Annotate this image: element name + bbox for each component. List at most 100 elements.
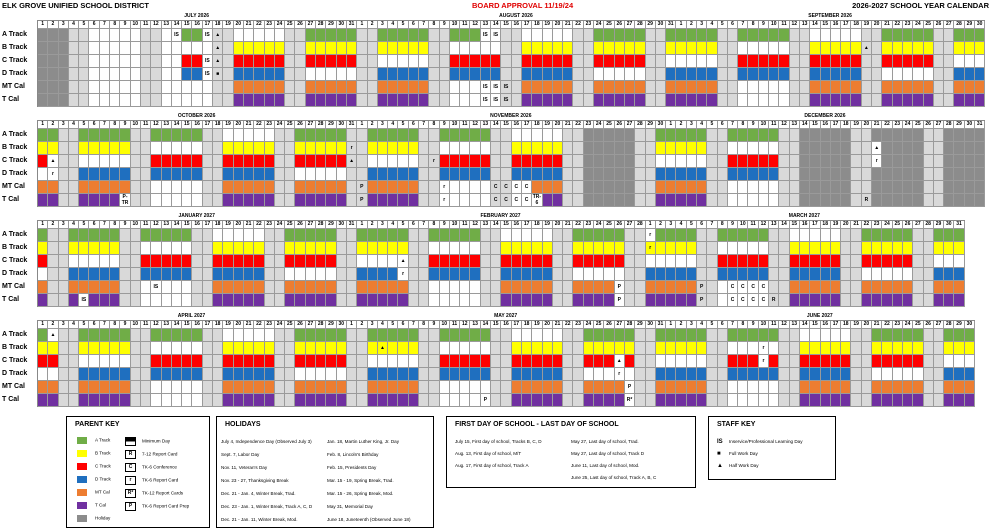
day-cell: IS: [480, 81, 492, 94]
day-cell: [810, 29, 821, 42]
day-cell: [738, 55, 749, 68]
day-cell: [851, 168, 862, 181]
day-number: 8: [748, 21, 759, 29]
day-cell: R*: [624, 394, 636, 407]
day-cell: [243, 42, 255, 55]
day-cell: [954, 81, 965, 94]
day-cell: [501, 42, 512, 55]
day-cell: [573, 268, 584, 281]
day-cell: [882, 42, 893, 55]
day-cell: [264, 294, 275, 307]
day-cell: [491, 342, 502, 355]
day-cell: [295, 181, 306, 194]
day-cell: [316, 229, 327, 242]
day-cell: [841, 81, 852, 94]
day-cell: [542, 194, 553, 207]
day-cell: [820, 329, 831, 342]
track-label: MT Cal: [2, 383, 25, 390]
day-cell: [841, 394, 852, 407]
day-cell: [964, 368, 976, 381]
day-number: 10: [449, 221, 461, 229]
day-cell: [439, 255, 450, 268]
day-number: 4: [68, 121, 80, 129]
day-cell: [202, 355, 214, 368]
day-cell: [769, 129, 780, 142]
day-cell: [346, 68, 358, 81]
day-cell: [120, 255, 131, 268]
day-cell: [388, 342, 399, 355]
day-cell: [192, 155, 203, 168]
day-cell: [748, 394, 759, 407]
day-cell: [892, 29, 903, 42]
day-number: 14: [171, 221, 183, 229]
day-mark: C: [493, 184, 498, 190]
staff-key: STAFF KEY IS Inservice/Professional Learn…: [708, 416, 836, 480]
day-number: 1: [666, 121, 677, 129]
day-cell: [583, 368, 595, 381]
day-number: 31: [346, 21, 358, 29]
day-cell: [666, 94, 677, 107]
parent-key-code: P TK-6 Report Card Prep: [125, 502, 189, 511]
day-cell: [346, 281, 358, 294]
day-cell: [305, 394, 317, 407]
day-cell: [79, 94, 90, 107]
day-cell: [594, 342, 605, 355]
day-cell: [408, 281, 419, 294]
day-cell: [933, 94, 945, 107]
day-cell: [933, 268, 945, 281]
day-number: 10: [439, 321, 450, 329]
day-cell: [460, 381, 471, 394]
day-cell: [944, 94, 955, 107]
day-cell: [583, 68, 595, 81]
day-cell: [357, 355, 368, 368]
day-cell: [902, 394, 914, 407]
day-cell: [501, 381, 512, 394]
day-cell: [192, 68, 203, 81]
day-cell: [717, 155, 728, 168]
day-cell: [48, 81, 59, 94]
day-cell: [79, 68, 90, 81]
day-cell: [223, 68, 234, 81]
day-cell: [285, 142, 296, 155]
day-cell: [110, 381, 121, 394]
day-cell: [68, 355, 80, 368]
day-cell: [305, 255, 317, 268]
day-cell: [254, 194, 265, 207]
track-label: C Track: [2, 357, 28, 364]
day-cell: [789, 81, 800, 94]
day-cell: [429, 381, 440, 394]
day-cell: [697, 355, 708, 368]
day-number: 13: [161, 121, 172, 129]
day-cell: [913, 94, 924, 107]
day-cell: [264, 355, 275, 368]
day-cell: [408, 194, 419, 207]
day-cell: [388, 42, 399, 55]
day-cell: [182, 342, 193, 355]
track-label: T Cal: [2, 196, 20, 203]
day-cell: [357, 381, 368, 394]
day-cell: [594, 368, 605, 381]
day-cell: [542, 55, 553, 68]
day-cell: [830, 294, 842, 307]
day-cell: [398, 81, 409, 94]
day-cell: [346, 268, 358, 281]
day-cell: [552, 94, 564, 107]
day-mark: ▲: [215, 58, 221, 64]
day-cell: [346, 394, 358, 407]
day-number: 17: [830, 121, 842, 129]
day-cell: [532, 394, 543, 407]
day-cell: [542, 229, 553, 242]
day-cell: [223, 355, 234, 368]
day-cell: [38, 181, 49, 194]
day-cell: [501, 155, 512, 168]
day-cell: [439, 94, 450, 107]
day-cell: [357, 394, 368, 407]
day-cell: [264, 281, 275, 294]
day-cell: [140, 94, 152, 107]
day-cell: [727, 394, 739, 407]
day-cell: [161, 55, 172, 68]
day-cell: [954, 394, 965, 407]
day-cell: R: [769, 294, 780, 307]
day-cell: [202, 281, 214, 294]
day-cell: [532, 242, 543, 255]
